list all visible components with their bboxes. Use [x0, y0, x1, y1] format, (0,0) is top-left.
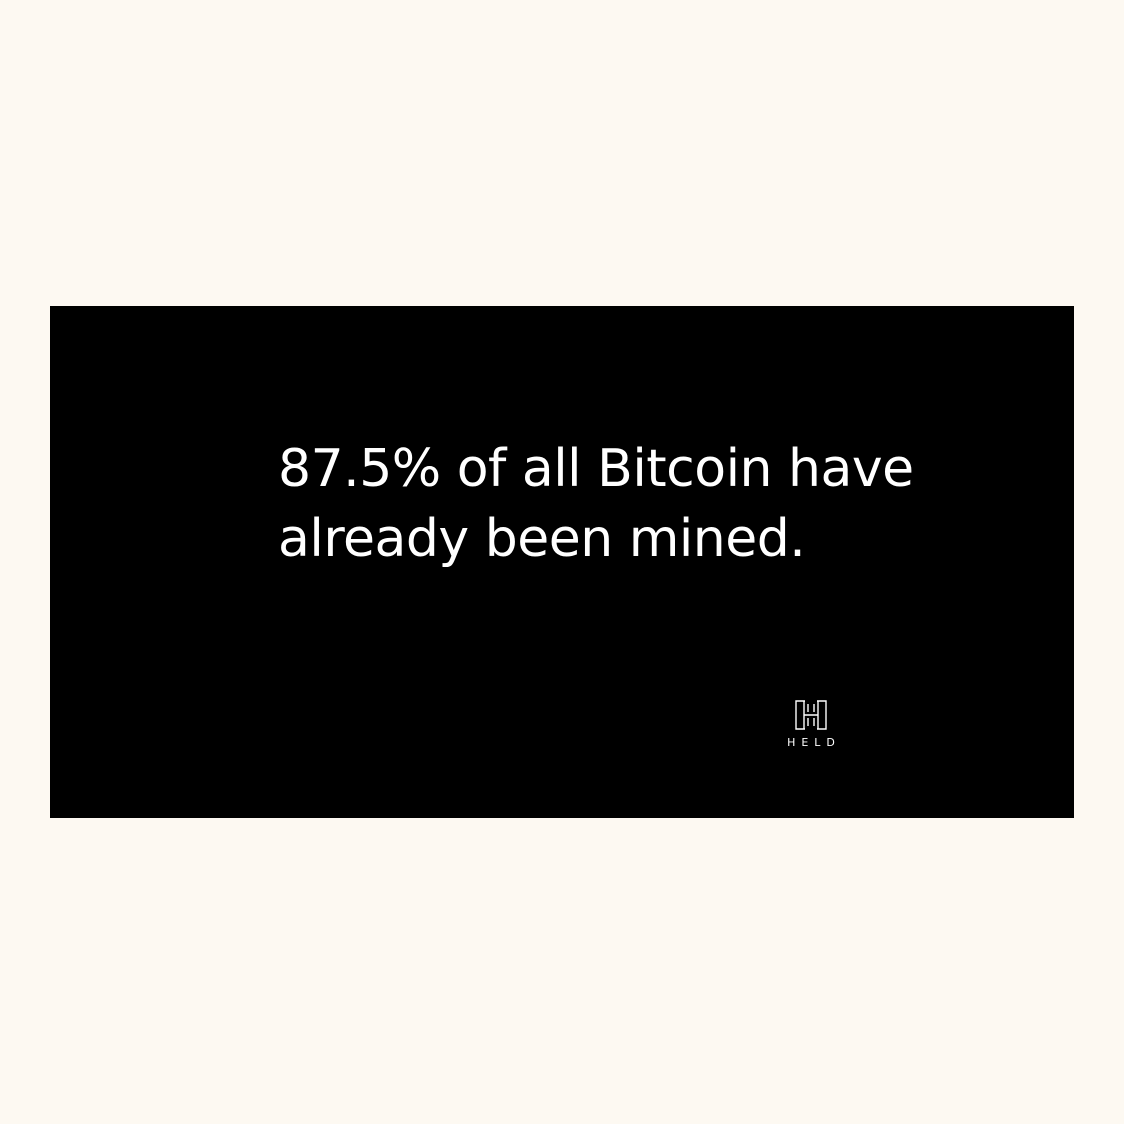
headline-line-2: already been mined.	[278, 509, 806, 569]
held-h-logo-icon	[795, 700, 827, 730]
headline: 87.5% of all Bitcoin have already been m…	[278, 434, 918, 574]
quote-card: 87.5% of all Bitcoin have already been m…	[50, 306, 1074, 818]
logo-wordmark: HELD	[787, 736, 841, 749]
headline-line-1: 87.5% of all Bitcoin have	[278, 439, 914, 499]
held-logo: HELD	[778, 700, 844, 756]
